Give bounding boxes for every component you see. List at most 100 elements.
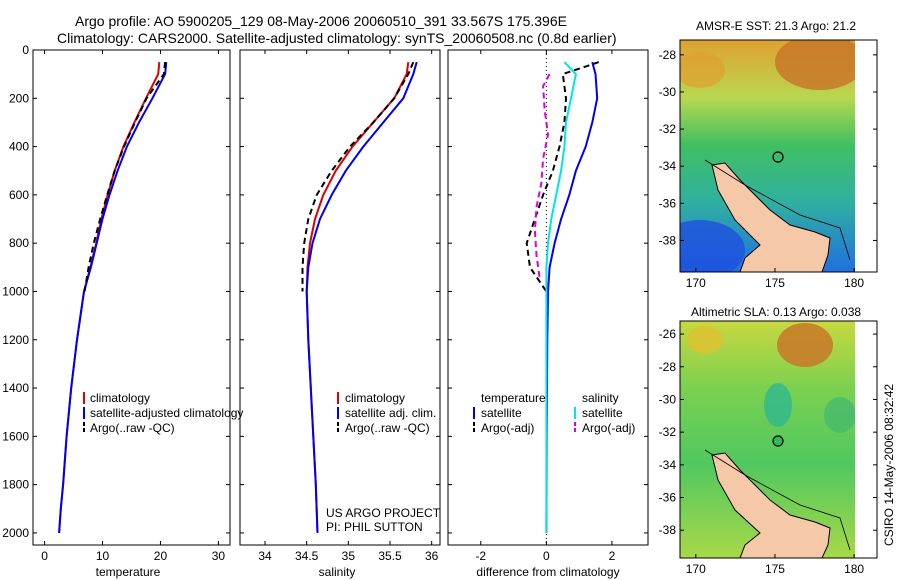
y-tick-label: 200 <box>9 91 29 105</box>
y-tick-label: 1400 <box>2 381 29 395</box>
x-tick-label: 170 <box>686 562 706 576</box>
x-tick-label: 0 <box>41 549 48 563</box>
legend-label-temp-satellite: satellite <box>481 406 522 420</box>
difference-legend: temperature satellite Argo(-adj) salinit… <box>473 391 635 435</box>
sst-land <box>711 162 831 272</box>
sst-profile-marker <box>772 151 784 163</box>
difference-plot: -2 0 2 <box>448 49 648 563</box>
legend-label-sal-argo: Argo(-adj) <box>582 421 635 435</box>
y-tick-label: -26 <box>659 327 677 341</box>
salinity-plot: 34 34.5 35 35.5 36 <box>240 49 440 563</box>
sla-profile-marker <box>772 435 784 447</box>
y-tick-label: 0 <box>22 43 29 57</box>
y-tick-label: 2000 <box>2 526 29 540</box>
x-tick-label: 175 <box>765 562 785 576</box>
legend-label-sal-satellite: satellite <box>582 406 623 420</box>
sst-warm-patch <box>775 40 855 90</box>
series-line <box>58 62 161 533</box>
sla-map-frame <box>679 320 878 559</box>
difference-xlabel: difference from climatology <box>476 565 619 579</box>
sla-map: Altimetric SLA: 0.13 Argo: 0.038 170 175 1… <box>659 305 878 576</box>
series-line <box>305 61 410 533</box>
x-tick-label: -2 <box>475 549 486 563</box>
temperature-xlabel: temperature <box>96 565 161 579</box>
y-tick-label: -36 <box>659 491 677 505</box>
legend-group-temperature: temperature <box>481 391 546 405</box>
sst-coast-contour <box>704 159 851 261</box>
y-tick-label: -28 <box>659 360 677 374</box>
x-tick-label: 10 <box>96 549 110 563</box>
series-line <box>545 61 599 533</box>
sst-map: AMSR-E SST: 21.3 Argo: 21.2 170 175 180 -28… <box>659 19 878 290</box>
y-tick-label: -28 <box>659 48 677 62</box>
legend-group-salinity: salinity <box>582 391 619 405</box>
x-tick-label: 180 <box>844 562 864 576</box>
series-line <box>83 62 167 292</box>
salinity-xlabel: salinity <box>319 565 356 579</box>
legend-label-argo: Argo(..raw -QC) <box>90 421 175 435</box>
series-line <box>545 61 577 533</box>
temperature-plot: 0 10 20 30 0 200 400 600 800 1000 1200 1400 1600 1800… <box>2 43 230 563</box>
y-tick-label: 600 <box>9 188 29 202</box>
y-tick-label: -34 <box>659 159 677 173</box>
legend-label-satellite: satellite-adjusted climatology <box>90 406 243 420</box>
y-tick-label: 1800 <box>2 478 29 492</box>
y-tick-label: -32 <box>659 425 677 439</box>
sst-map-title: AMSR-E SST: 21.3 Argo: 21.2 <box>696 19 856 33</box>
x-tick-label: 35.5 <box>378 549 402 563</box>
x-tick-label: 2 <box>609 549 616 563</box>
series-line <box>58 62 168 533</box>
sla-map-title: Altimetric SLA: 0.13 Argo: 0.038 <box>691 305 861 319</box>
header-line-1: Argo profile: AO 5900205_129 08-May-2006… <box>75 13 567 29</box>
header-line-2: Climatology: CARS2000. Satellite-adjuste… <box>57 30 617 46</box>
temperature-legend: climatology satellite-adjusted climatolo… <box>83 391 243 435</box>
y-tick-label: -32 <box>659 122 677 136</box>
y-tick-label: -36 <box>659 196 677 210</box>
temperature-panel <box>32 49 231 546</box>
project-pi: PI: PHIL SUTTON <box>326 520 423 534</box>
sla-map-axes: 170 175 180 -26 -28 -30 -32 -34 -36 -38 <box>659 327 877 576</box>
x-tick-label: 180 <box>844 276 864 290</box>
sst-map-axes: 170 175 180 -28 -30 -32 -34 -36 -38 <box>659 48 877 290</box>
x-tick-label: 35 <box>342 549 356 563</box>
series-line <box>525 61 600 293</box>
x-tick-label: 0 <box>543 549 550 563</box>
y-tick-label: 400 <box>9 140 29 154</box>
sla-low-patch <box>764 383 792 427</box>
timestamp-stamp: CSIRO 14-May-2006 08:32:42 <box>882 384 896 546</box>
x-tick-label: 20 <box>154 549 168 563</box>
y-tick-label: -38 <box>659 233 677 247</box>
legend-label-climatology: climatology <box>90 391 150 405</box>
y-tick-label: 1200 <box>2 333 29 347</box>
salinity-legend: climatology satellite adj. clim. Argo(..… <box>337 391 436 435</box>
sla-land <box>711 452 831 558</box>
y-tick-label: -30 <box>659 85 677 99</box>
x-tick-label: 34 <box>258 549 272 563</box>
sst-warm-patch <box>680 52 725 88</box>
x-tick-label: 30 <box>212 549 226 563</box>
y-tick-label: 1000 <box>2 284 29 298</box>
sla-high-patch <box>777 323 833 367</box>
series-line <box>301 61 415 292</box>
y-tick-label: 800 <box>9 236 29 250</box>
sst-map-frame <box>679 39 878 273</box>
y-tick-label: -38 <box>659 523 677 537</box>
series-line <box>305 61 418 533</box>
sla-high-patch <box>687 326 723 354</box>
legend-label-satellite: satellite adj. clim. <box>345 406 436 420</box>
y-tick-label: 1600 <box>2 429 29 443</box>
y-tick-label: -34 <box>659 458 677 472</box>
sst-cool-patch <box>680 220 745 272</box>
x-tick-label: 36 <box>425 549 439 563</box>
y-tick-label: -30 <box>659 392 677 406</box>
legend-label-climatology: climatology <box>345 391 405 405</box>
difference-panel <box>447 49 649 546</box>
project-name: US ARGO PROJECT <box>326 506 441 520</box>
x-tick-label: 34.5 <box>295 549 319 563</box>
series-line <box>533 73 551 280</box>
legend-label-argo: Argo(..raw -QC) <box>345 421 430 435</box>
legend-label-temp-argo: Argo(-adj) <box>481 421 534 435</box>
sla-coast-contour <box>704 449 851 551</box>
sla-low-patch <box>824 397 855 433</box>
